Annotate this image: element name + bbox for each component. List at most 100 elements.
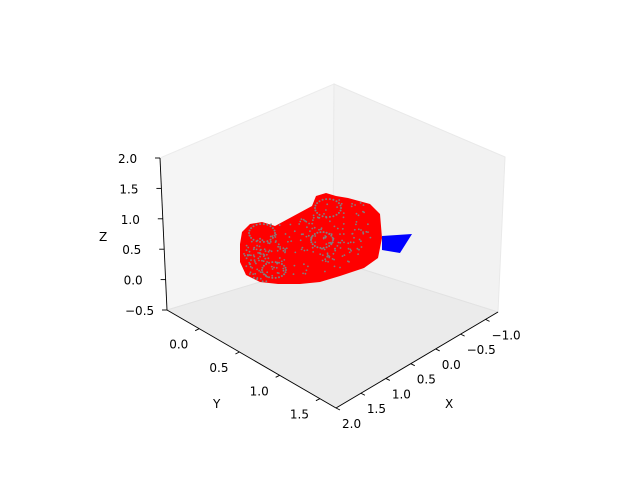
point-marker — [318, 228, 320, 231]
point-marker — [250, 240, 253, 243]
point-marker — [367, 223, 369, 226]
point-marker — [310, 236, 313, 239]
point-marker — [244, 254, 246, 257]
point-marker — [299, 239, 302, 242]
point-marker — [261, 280, 264, 283]
x-tick-label: −1.0 — [492, 328, 521, 342]
point-marker — [268, 249, 271, 252]
point-marker — [248, 232, 250, 234]
point-marker — [266, 261, 268, 263]
point-marker — [304, 220, 306, 222]
x-tick-label: −0.5 — [467, 343, 496, 357]
point-marker — [288, 236, 291, 238]
point-marker — [337, 241, 340, 244]
point-marker — [251, 267, 254, 269]
point-marker — [266, 271, 269, 274]
point-marker — [316, 216, 319, 219]
point-marker — [280, 263, 283, 265]
point-marker — [343, 241, 345, 244]
point-marker — [330, 243, 333, 246]
point-cloud-right-cushion — [314, 198, 342, 218]
point-marker — [332, 198, 335, 201]
point-marker — [258, 259, 260, 262]
point-marker — [285, 269, 287, 271]
point-marker — [283, 259, 286, 261]
point-marker — [284, 250, 287, 252]
point-marker — [279, 248, 282, 250]
point-marker — [300, 218, 303, 221]
point-marker — [328, 198, 331, 201]
point-marker — [261, 239, 264, 242]
point-marker — [336, 206, 338, 209]
point-marker — [250, 236, 253, 239]
point-marker — [243, 253, 245, 255]
point-marker — [269, 241, 272, 243]
point-marker — [279, 246, 281, 248]
point-marker — [248, 234, 251, 237]
point-marker — [303, 249, 306, 252]
point-marker — [316, 211, 319, 214]
point-marker — [287, 240, 289, 243]
point-marker — [339, 233, 341, 236]
point-marker — [301, 246, 304, 249]
x-axis-line — [335, 311, 499, 409]
point-marker — [274, 232, 276, 234]
point-marker — [278, 224, 281, 227]
point-marker — [263, 254, 266, 257]
x-tick-mark — [360, 392, 366, 396]
point-cloud-left-cushion — [248, 223, 276, 243]
point-marker — [276, 261, 279, 264]
point-marker — [324, 236, 327, 239]
point-marker — [356, 247, 359, 250]
point-marker — [275, 233, 277, 236]
point-marker — [309, 230, 311, 233]
point-marker — [250, 227, 253, 230]
point-marker — [307, 234, 310, 237]
point-marker — [248, 250, 251, 253]
point-marker — [306, 249, 309, 252]
point-marker — [316, 202, 319, 205]
point-marker — [360, 240, 362, 243]
point-marker — [314, 209, 317, 212]
point-marker — [245, 257, 248, 260]
point-marker — [300, 233, 303, 236]
point-marker — [275, 266, 278, 269]
point-marker — [254, 272, 257, 275]
point-marker — [267, 250, 270, 253]
point-marker — [282, 247, 285, 250]
point-marker — [289, 223, 292, 226]
point-marker — [248, 273, 251, 275]
point-marker — [353, 236, 355, 239]
y-tick-label: 1.0 — [250, 384, 269, 398]
point-marker — [343, 254, 346, 256]
point-marker — [355, 223, 357, 226]
point-marker — [321, 198, 324, 201]
point-marker — [362, 210, 364, 213]
point-marker — [362, 204, 365, 207]
point-marker — [255, 262, 257, 265]
point-marker — [325, 198, 328, 201]
point-marker — [259, 223, 262, 226]
point-marker — [305, 269, 308, 272]
point-marker — [280, 275, 283, 277]
point-marker — [249, 271, 252, 274]
point-marker — [253, 246, 256, 249]
point-marker — [327, 260, 329, 263]
point-marker — [319, 246, 322, 249]
y-tick-mark — [194, 328, 200, 332]
point-marker — [274, 261, 277, 264]
point-marker — [245, 265, 248, 268]
point-marker — [328, 255, 331, 258]
point-marker — [271, 235, 274, 238]
point-marker — [321, 247, 323, 250]
point-marker — [313, 245, 316, 247]
point-marker — [277, 245, 279, 248]
point-marker — [269, 235, 272, 238]
point-marker — [349, 248, 352, 251]
point-marker — [339, 209, 342, 212]
point-marker — [330, 233, 333, 236]
point-marker — [326, 254, 329, 256]
point-marker — [256, 268, 259, 271]
point-marker — [257, 257, 260, 260]
